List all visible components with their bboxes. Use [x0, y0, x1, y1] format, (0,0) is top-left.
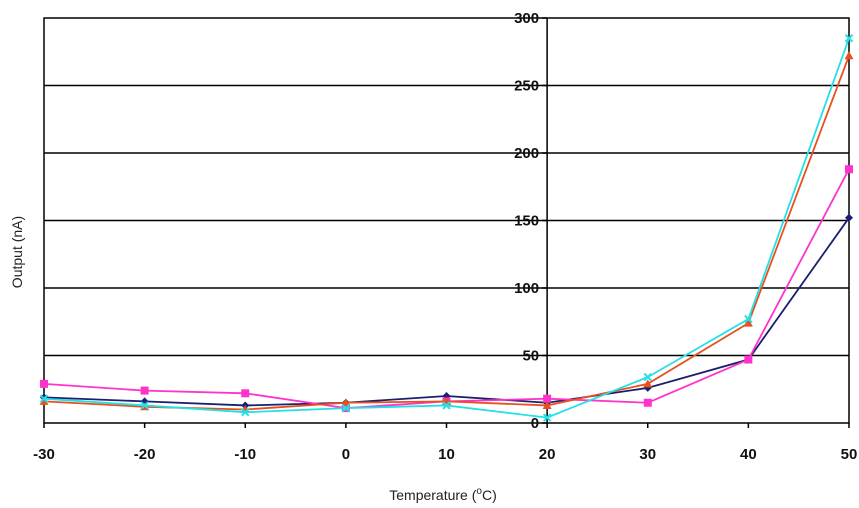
data-point: [542, 413, 552, 422]
data-point: [743, 318, 753, 327]
data-point: [744, 314, 753, 324]
data-point: [845, 213, 853, 222]
data-point: [845, 165, 853, 174]
data-point: [643, 379, 653, 388]
x-axis-title: Temperature (oC): [389, 486, 497, 503]
data-point: [241, 389, 250, 398]
x-tick-label: 30: [639, 446, 656, 463]
data-point: [241, 407, 250, 417]
y-tick-label: 50: [522, 348, 539, 365]
data-point: [140, 401, 149, 410]
y-tick-label: 150: [514, 213, 539, 230]
series-layer: [39, 34, 854, 422]
x-tick-label: -20: [134, 446, 156, 463]
y-tick-label: 250: [514, 78, 539, 95]
y-tick-label: 100: [514, 280, 539, 297]
grid-lines: [44, 84, 849, 357]
y-axis-title: Output (nA): [9, 216, 25, 288]
y-tick-labels: 0 50 100 150 200 250 300: [514, 10, 548, 432]
x-tick-label: 20: [539, 446, 556, 463]
x-axis-title-end: C): [482, 487, 497, 503]
y-tick-label: 300: [514, 10, 539, 27]
data-point: [643, 372, 652, 382]
data-point: [140, 386, 149, 395]
x-tick-label: -30: [33, 446, 55, 463]
y-tick-label: 0: [531, 415, 539, 432]
data-point: [442, 401, 451, 410]
x-tick-labels: -30 -20 -10 0 10 20 30 40 50: [33, 423, 857, 463]
series-4: [39, 34, 854, 422]
data-point: [543, 394, 552, 403]
data-point: [542, 400, 552, 409]
x-axis-title-main: Temperature (: [389, 487, 476, 503]
x-axis-title-sup: o: [476, 486, 482, 497]
x-tick-label: 40: [740, 446, 757, 463]
data-point: [39, 394, 49, 403]
data-point: [39, 396, 49, 405]
x-tick-label: 0: [342, 446, 350, 463]
data-point: [40, 379, 48, 388]
x-tick-label: 50: [841, 446, 858, 463]
data-point: [341, 403, 351, 413]
data-point: [844, 34, 854, 43]
data-point: [744, 355, 753, 364]
data-point: [341, 398, 351, 407]
x-tick-label: 10: [438, 446, 455, 463]
data-point: [844, 51, 854, 60]
y-tick-label: 200: [514, 145, 539, 162]
x-tick-label: -10: [234, 446, 256, 463]
data-point: [643, 398, 652, 407]
